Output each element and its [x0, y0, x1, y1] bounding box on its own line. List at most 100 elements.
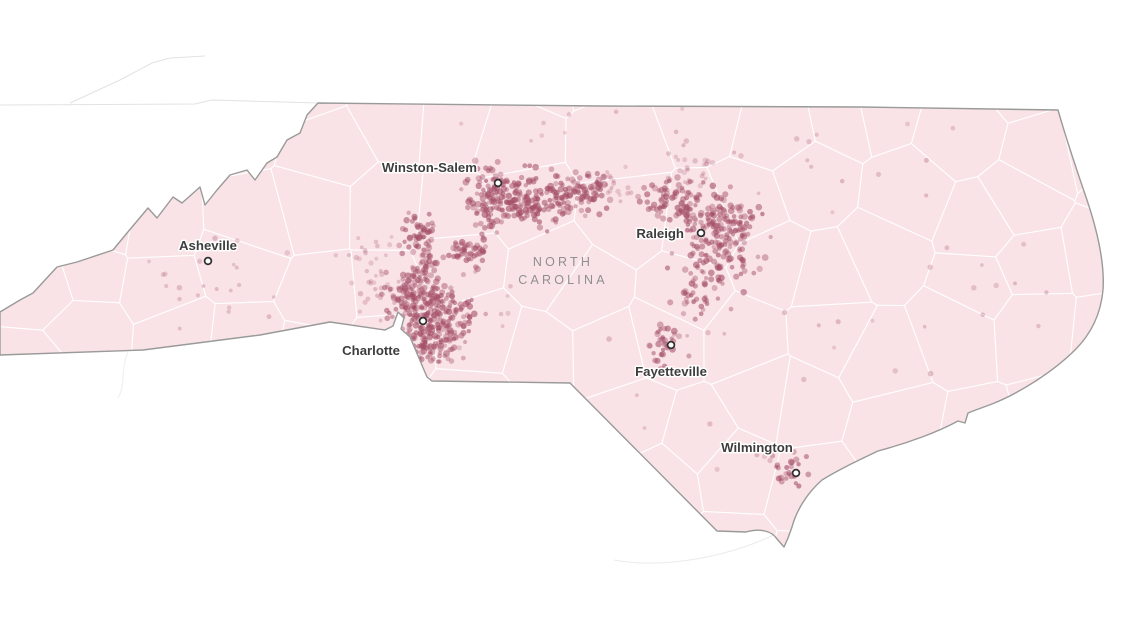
density-dot	[390, 294, 398, 302]
density-dot	[458, 248, 465, 254]
density-dot	[553, 180, 559, 187]
density-dot	[493, 217, 501, 225]
density-dot	[497, 201, 504, 207]
density-dot	[714, 262, 721, 269]
density-dot	[425, 244, 433, 252]
density-dot	[1036, 323, 1041, 329]
density-dot	[445, 292, 452, 298]
density-dot	[395, 297, 401, 303]
density-dot	[525, 189, 532, 196]
density-dot	[971, 285, 977, 291]
density-dot	[754, 452, 760, 458]
density-dot	[410, 264, 415, 270]
city-label-fayetteville: Fayetteville	[635, 364, 707, 379]
density-dot	[713, 194, 721, 201]
density-dot	[678, 208, 685, 215]
density-dot	[571, 188, 578, 195]
density-dot	[768, 234, 773, 240]
density-dot	[600, 173, 607, 181]
density-dot	[676, 157, 681, 162]
density-dot	[214, 287, 219, 291]
density-dot	[453, 245, 460, 253]
density-dot	[739, 246, 745, 252]
density-dot	[675, 182, 682, 189]
density-dot	[418, 324, 426, 332]
density-dot	[487, 199, 493, 205]
density-dot	[402, 304, 408, 311]
density-dot	[403, 217, 410, 224]
density-dot	[697, 212, 704, 219]
density-dot	[710, 224, 716, 230]
density-dot	[704, 211, 711, 217]
density-dot	[980, 312, 986, 317]
density-dot	[699, 243, 706, 250]
density-dot	[431, 267, 438, 274]
density-dot	[685, 227, 690, 233]
density-dot	[741, 268, 748, 274]
density-dot	[373, 286, 378, 292]
density-dot	[553, 173, 559, 179]
density-dot	[442, 343, 448, 348]
density-dot	[718, 226, 725, 232]
density-dot	[406, 322, 412, 328]
density-dot	[774, 464, 779, 469]
density-dot	[467, 314, 473, 321]
density-dot	[451, 253, 457, 260]
density-dot	[533, 211, 539, 217]
density-dot	[513, 188, 519, 194]
density-dot	[423, 301, 430, 308]
density-dot	[500, 185, 508, 193]
density-dot	[1013, 281, 1017, 286]
density-dot	[356, 236, 361, 241]
density-dot	[404, 281, 409, 286]
density-dot	[635, 193, 642, 200]
density-dot	[387, 286, 393, 292]
density-dot	[483, 178, 489, 184]
density-dot	[462, 178, 470, 186]
density-dot	[644, 191, 651, 198]
density-dot	[412, 216, 418, 221]
density-dot	[721, 216, 727, 222]
density-dot	[655, 330, 660, 335]
city-label-raleigh: Raleigh	[636, 226, 684, 241]
density-dot	[716, 242, 722, 248]
density-dot	[693, 203, 698, 208]
density-dot	[393, 306, 399, 312]
dot-density-layer	[147, 106, 1049, 544]
density-dot	[177, 296, 182, 302]
density-dot	[711, 258, 718, 265]
density-dot	[425, 310, 431, 316]
density-dot	[783, 476, 789, 481]
density-dot	[711, 230, 718, 237]
density-dot	[443, 295, 449, 301]
density-dot	[413, 236, 419, 242]
density-dot	[415, 265, 420, 271]
density-dot	[660, 347, 666, 352]
density-dot	[421, 247, 427, 253]
density-dot	[462, 243, 468, 249]
density-dot	[814, 132, 819, 137]
density-dot	[679, 185, 685, 191]
density-dot	[679, 206, 685, 212]
density-dot	[578, 207, 585, 214]
density-dot	[488, 218, 495, 225]
density-dot	[515, 211, 521, 217]
density-dot	[414, 268, 421, 275]
density-dot	[353, 254, 359, 261]
density-dot	[488, 166, 496, 174]
city-label-charlotte: Charlotte	[342, 343, 400, 358]
density-dot	[517, 189, 523, 194]
density-dot	[548, 202, 555, 209]
density-dot	[515, 197, 521, 203]
density-dot	[456, 245, 462, 252]
density-dot	[618, 199, 623, 204]
density-dot	[472, 245, 479, 251]
density-dot	[701, 296, 708, 302]
density-dot	[669, 251, 675, 256]
density-dot	[545, 206, 552, 212]
density-dot	[456, 253, 462, 258]
density-dot	[532, 163, 539, 171]
density-dot	[514, 183, 520, 189]
density-dot	[699, 173, 705, 179]
